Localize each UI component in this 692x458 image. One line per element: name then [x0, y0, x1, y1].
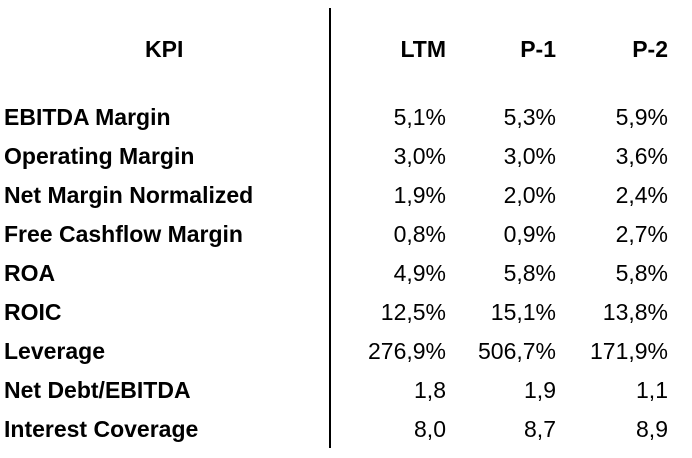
- cell-p1: 506,7%: [477, 338, 556, 364]
- cell-ltm: 276,9%: [367, 338, 446, 364]
- cell-ltm: 12,5%: [380, 299, 446, 325]
- cell-p1: 2,0%: [503, 182, 556, 208]
- row-label: ROIC: [4, 299, 62, 325]
- table-row: ROA 4,9% 5,8% 5,8%: [0, 258, 692, 297]
- row-label: Net Debt/EBITDA: [4, 377, 191, 403]
- cell-p2: 5,9%: [615, 104, 668, 130]
- row-label: Free Cashflow Margin: [4, 221, 243, 247]
- column-divider: [329, 8, 331, 448]
- row-label: Interest Coverage: [4, 416, 199, 442]
- cell-p1: 5,8%: [503, 260, 556, 286]
- cell-p2: 1,1: [636, 377, 668, 403]
- table-row: Interest Coverage 8,0 8,7 8,9: [0, 414, 692, 453]
- header-ltm: LTM: [400, 36, 446, 62]
- cell-ltm: 0,8%: [393, 221, 446, 247]
- cell-p1: 15,1%: [490, 299, 556, 325]
- cell-p2: 3,6%: [615, 143, 668, 169]
- cell-p1: 5,3%: [503, 104, 556, 130]
- row-label: Leverage: [4, 338, 106, 364]
- table-row: Net Debt/EBITDA 1,8 1,9 1,1: [0, 375, 692, 414]
- table-row: ROIC 12,5% 15,1% 13,8%: [0, 297, 692, 336]
- cell-ltm: 3,0%: [393, 143, 446, 169]
- cell-p2: 2,7%: [615, 221, 668, 247]
- header-p1: P-1: [520, 36, 556, 62]
- cell-p1: 1,9: [524, 377, 556, 403]
- table-row: Free Cashflow Margin 0,8% 0,9% 2,7%: [0, 219, 692, 258]
- cell-p2: 171,9%: [589, 338, 668, 364]
- table-row: Leverage 276,9% 506,7% 171,9%: [0, 336, 692, 375]
- cell-ltm: 5,1%: [393, 104, 446, 130]
- table-row: Net Margin Normalized 1,9% 2,0% 2,4%: [0, 180, 692, 219]
- cell-ltm: 1,9%: [393, 182, 446, 208]
- header-kpi: KPI: [145, 36, 184, 62]
- cell-p1: 3,0%: [503, 143, 556, 169]
- cell-p2: 8,9: [636, 416, 668, 442]
- row-label: ROA: [4, 260, 56, 286]
- cell-p2: 5,8%: [615, 260, 668, 286]
- cell-p2: 2,4%: [615, 182, 668, 208]
- cell-p1: 0,9%: [503, 221, 556, 247]
- cell-ltm: 4,9%: [393, 260, 446, 286]
- row-label: Operating Margin: [4, 143, 195, 169]
- table-row: EBITDA Margin 5,1% 5,3% 5,9%: [0, 102, 692, 141]
- table-row: Operating Margin 3,0% 3,0% 3,6%: [0, 141, 692, 180]
- row-label: EBITDA Margin: [4, 104, 171, 130]
- cell-p2: 13,8%: [602, 299, 668, 325]
- row-label: Net Margin Normalized: [4, 182, 254, 208]
- header-p2: P-2: [632, 36, 668, 62]
- cell-ltm: 1,8: [414, 377, 446, 403]
- cell-p1: 8,7: [524, 416, 556, 442]
- cell-ltm: 8,0: [414, 416, 446, 442]
